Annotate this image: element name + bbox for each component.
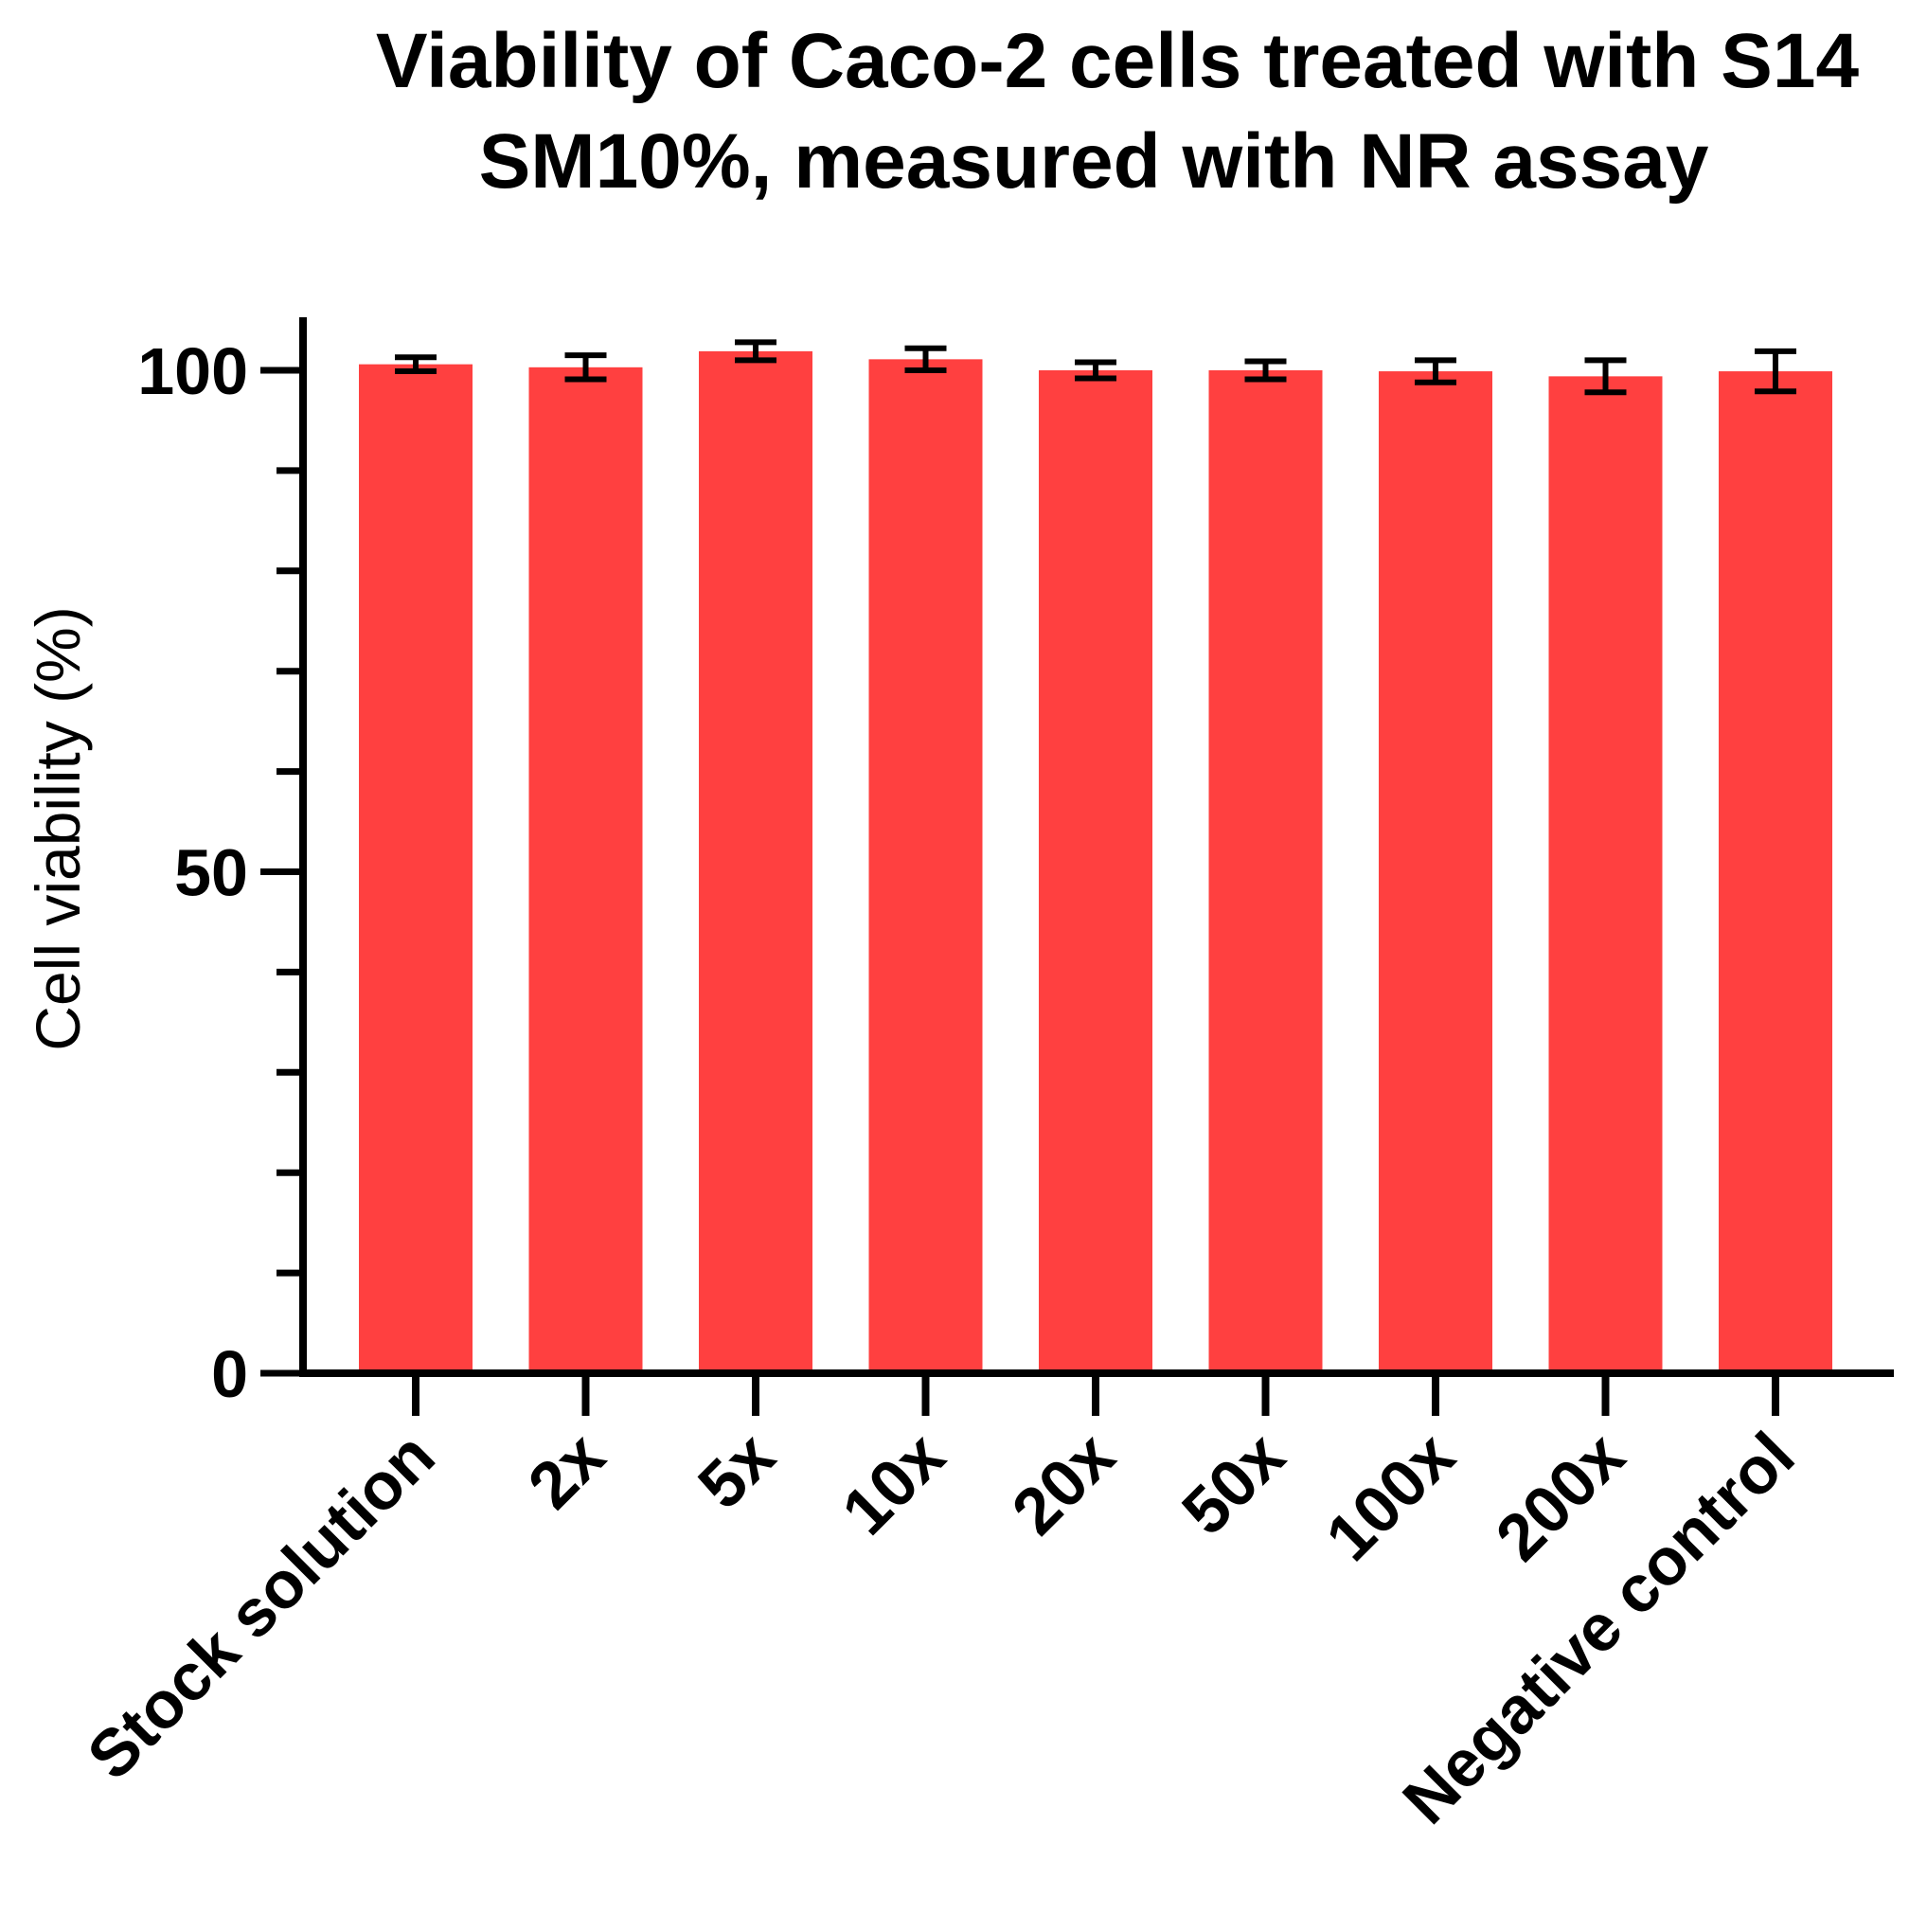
bar-4 [1039,370,1152,1373]
bar-2 [699,350,812,1373]
y-tick-label-50: 50 [174,836,248,910]
bars-layer [359,350,1832,1374]
error-bar-6 [1415,357,1456,385]
x-tick-label-0: Stock solution [73,1418,448,1793]
error-bar-8 [1755,348,1796,395]
bar-6 [1379,371,1492,1374]
x-tick-label-4: 20x [998,1418,1129,1548]
x-tick-label-2: 5x [684,1418,788,1522]
bar-7 [1548,376,1663,1373]
error-bar-1 [564,352,607,383]
error-bar-4 [1075,359,1116,382]
x-tick-label-7: 200x [1482,1418,1638,1574]
bar-3 [868,359,983,1373]
x-tick-label-3: 10x [828,1418,958,1548]
x-ticks-layer: Stock solution 2x 5x 10x 20x 50x 100x 200xNegat… [73,1373,1809,1837]
y-tick-label-0: 0 [211,1337,248,1411]
bar-8 [1719,371,1832,1374]
error-bars-layer [395,339,1796,396]
y-ticks-layer: 0 50 100 [137,334,303,1411]
error-bar-5 [1244,358,1287,383]
error-bar-2 [735,339,776,364]
y-axis-label: Cell viability (%) [23,606,93,1050]
error-bar-7 [1584,357,1627,396]
x-tick-label-5: 50x [1168,1418,1298,1548]
error-bar-0 [395,354,437,375]
chart-title-line-2: SM10%, measured with NR assay [479,118,1709,205]
bar-1 [528,367,643,1373]
chart-title-line-1: Viability of Caco-2 cells treated with S… [376,18,1860,104]
chart-title: Viability of Caco-2 cells treated with S… [376,18,1860,205]
bar-5 [1208,370,1323,1373]
x-tick-label-6: 100x [1311,1418,1468,1574]
y-tick-label-100: 100 [137,334,248,408]
error-bar-3 [904,345,947,373]
bar-0 [359,364,473,1373]
x-tick-label-1: 2x [514,1418,618,1522]
